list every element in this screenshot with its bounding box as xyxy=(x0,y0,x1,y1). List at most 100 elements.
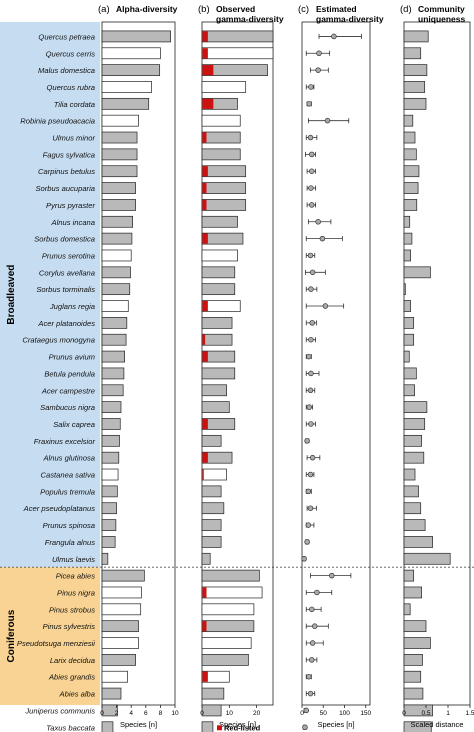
bar xyxy=(201,418,236,430)
x-tick-label: 0 xyxy=(100,710,104,717)
bar xyxy=(403,367,417,380)
x-tick-label: 6 xyxy=(144,710,148,717)
species-label: Populus tremula xyxy=(40,487,95,496)
panel-a: (a) Alpha-diversity 0 2 4 6 8 10 Species [n] xyxy=(98,4,179,732)
bar xyxy=(201,64,268,76)
legend-label: Red-listed xyxy=(224,723,261,732)
estimate-point xyxy=(309,320,315,326)
panel-title: Community xyxy=(418,4,465,14)
species-label: Abies grandis xyxy=(48,673,95,682)
bar xyxy=(101,283,131,296)
bar xyxy=(201,367,236,380)
x-tick-label: 1.5 xyxy=(465,710,474,717)
red-listed-bar xyxy=(202,418,208,430)
red-listed-bar xyxy=(202,48,208,59)
bar xyxy=(101,266,131,279)
bar xyxy=(403,182,419,194)
bar xyxy=(101,384,124,397)
species-label: Acer campestre xyxy=(41,386,95,395)
species-label: Prunus spinosa xyxy=(43,521,95,530)
species-label: Juglans regia xyxy=(49,302,95,311)
bar xyxy=(403,148,417,161)
bar xyxy=(403,552,451,565)
estimate-point xyxy=(308,421,314,427)
group-band-1 xyxy=(0,567,100,705)
estimate-point xyxy=(309,640,316,646)
group-label: Broadleaved xyxy=(6,265,17,325)
bar xyxy=(403,114,414,127)
estimate-point xyxy=(307,387,314,394)
bar xyxy=(101,502,117,515)
species-label: Sambucus nigra xyxy=(40,403,95,412)
bar xyxy=(403,434,422,447)
panel-title: gamma-diversity xyxy=(216,14,284,24)
panel-frame xyxy=(301,21,371,706)
bar xyxy=(101,704,118,717)
bar xyxy=(201,182,247,194)
panel-letter: (a) xyxy=(98,4,110,15)
species-label: Prunus serotina xyxy=(42,251,95,260)
bar xyxy=(101,637,139,649)
estimate-point xyxy=(309,454,316,461)
x-tick-label: 0.5 xyxy=(421,710,430,717)
bar xyxy=(201,249,238,262)
bar xyxy=(101,215,134,228)
species-label: Alnus glutinosa xyxy=(42,454,95,463)
species-label: Pinus sylvestris xyxy=(43,622,96,631)
bar xyxy=(403,232,413,245)
species-label: Taxus baccata xyxy=(46,723,95,732)
panel-frame xyxy=(201,21,274,706)
panel-title: Alpha-diversity xyxy=(116,4,178,14)
estimate-point xyxy=(308,336,314,343)
x-tick-label: 50 xyxy=(320,710,328,717)
red-listed-bar xyxy=(202,98,214,109)
x-tick-label: 10 xyxy=(226,710,234,717)
bar xyxy=(201,81,247,93)
species-label: Malus domestica xyxy=(38,66,95,75)
estimate-point xyxy=(306,101,312,107)
red-listed-bar xyxy=(202,469,204,480)
bar xyxy=(403,620,427,633)
estimate-point xyxy=(301,556,307,562)
bar xyxy=(101,687,122,700)
bar xyxy=(403,215,411,228)
panel-letter: (b) xyxy=(198,4,210,15)
species-label: Pyrus pyraster xyxy=(46,201,95,210)
bar xyxy=(201,687,225,700)
species-label: Sorbus domestica xyxy=(34,235,95,244)
bar xyxy=(403,586,422,599)
species-label: Quercus cerris xyxy=(46,49,96,58)
bar xyxy=(101,97,150,110)
estimate-point xyxy=(329,572,335,579)
bar xyxy=(101,569,145,582)
species-label: Prunus avium xyxy=(49,353,95,362)
estimate-point xyxy=(308,84,314,90)
x-axis-label: Species [n] xyxy=(317,720,354,729)
bar xyxy=(101,232,133,245)
bar xyxy=(201,502,225,515)
bar xyxy=(101,199,136,211)
x-tick-label: 20 xyxy=(253,710,261,717)
species-label: Pinus strobus xyxy=(49,605,95,614)
bar xyxy=(403,199,418,211)
bar xyxy=(101,30,171,43)
estimate-point xyxy=(306,673,312,680)
bar xyxy=(403,519,426,531)
bar xyxy=(101,418,121,430)
estimate-point xyxy=(308,370,314,377)
estimate-point xyxy=(309,151,315,158)
species-label: Corylus avellana xyxy=(39,268,95,277)
estimate-point xyxy=(309,202,315,208)
bar xyxy=(403,165,420,178)
species-label: Castanea sativa xyxy=(41,471,95,480)
bar xyxy=(101,182,136,194)
bar xyxy=(101,350,125,363)
estimate-point xyxy=(314,589,320,596)
bar xyxy=(201,232,244,245)
bar xyxy=(403,131,416,144)
x-tick-label: 0 xyxy=(200,710,204,717)
estimate-point xyxy=(304,438,310,444)
bar xyxy=(201,384,227,397)
estimate-point xyxy=(308,286,314,292)
species-label: Fagus sylvatica xyxy=(43,150,95,159)
